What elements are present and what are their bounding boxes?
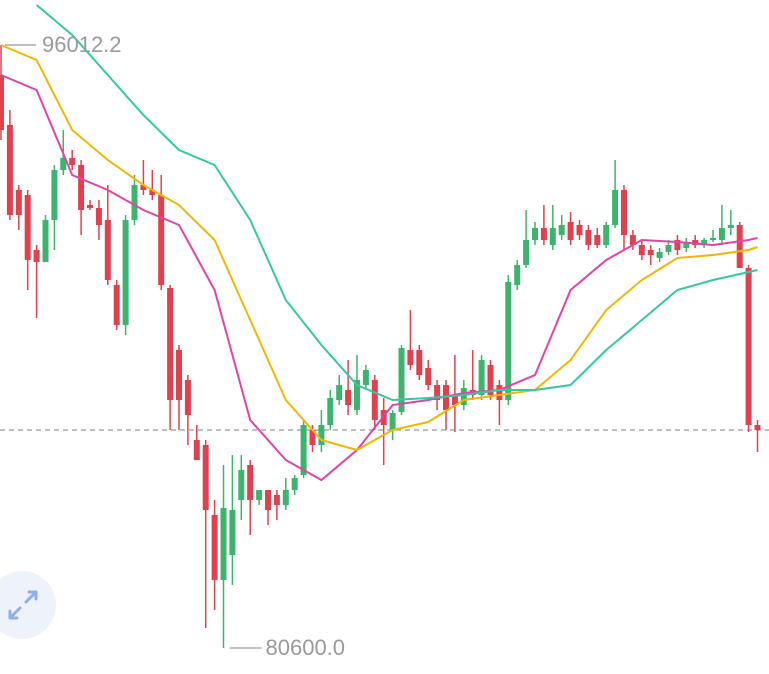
candle-body [665,244,672,253]
candle-body [265,489,271,511]
candle-body [692,239,699,245]
candle-body [300,425,307,476]
candle-body [247,464,254,501]
candle-body [229,510,236,556]
candle-body [51,169,58,220]
candle-body [505,282,512,401]
candle-body [727,225,734,229]
candle-body [371,380,378,421]
candle-body [336,385,343,401]
candle-body [211,514,218,581]
candle-body [140,185,147,190]
candle-body [451,395,458,406]
candle-body [87,205,93,208]
candle-body [327,398,334,426]
candle-body [514,264,521,286]
candle-body [603,225,610,245]
candle-body [345,389,352,406]
candle-body [122,219,129,326]
candle-body [15,189,22,215]
candle-body [718,228,725,240]
candle-body [69,157,76,165]
candle-body [549,228,556,245]
candle-body [594,235,601,245]
candle-body [487,364,494,396]
candle-body [754,425,761,431]
candle-body [6,125,13,215]
candle-body [683,242,690,249]
expand-button-bg[interactable] [0,571,56,639]
candle-body [701,239,708,245]
candle-body [33,250,40,263]
candle-body [104,219,111,281]
candle-body [24,194,31,261]
candle-body [158,194,165,286]
candle-body [220,507,227,581]
candle-body [167,287,174,401]
candle-body [647,250,654,256]
candle-body [638,244,645,256]
candle-body [291,478,298,490]
candle-body [309,430,316,446]
candle-body [149,189,156,195]
candle-body [95,207,102,226]
candle-body [540,228,547,240]
candle-body [425,368,432,386]
candle-body [193,439,200,461]
candle-body [362,370,369,386]
candle-body [113,285,120,326]
candle-body [407,350,414,365]
candle-body [656,252,663,258]
candle-body [621,189,627,236]
ma-line [0,74,758,482]
candle-body [674,239,681,251]
candle-body [745,268,752,426]
ma-line [35,4,758,402]
candle-body [238,470,245,501]
ma-line [0,44,758,452]
candle-body [710,237,716,240]
candle-body [736,225,743,269]
expand-button[interactable] [0,571,56,639]
candle-body [532,228,538,240]
candle-body [318,425,325,446]
candle-body [42,219,49,263]
candle-body [496,385,503,401]
candle-body [273,495,280,506]
max-label: 96012.2 [42,32,122,57]
candle-body [629,235,636,245]
candle-body [0,75,4,131]
candle-body [389,412,396,431]
expand-icon[interactable] [8,590,38,620]
candle-body [60,157,67,170]
candle-body [443,385,449,411]
candle-body [567,221,574,240]
candle-body [256,489,263,501]
candle-body [78,164,85,211]
candle-body [460,387,467,406]
candle-body [558,225,565,236]
candle-body [184,380,191,415]
candle-body [398,348,405,413]
candle-body [478,360,485,396]
candle-body [434,385,441,401]
candle-body [416,350,423,376]
candle-body [612,189,619,226]
candle-body [354,380,360,411]
candle-body [523,239,530,265]
candle-body [282,489,289,506]
candle-body [202,445,209,511]
candle-body [585,230,592,245]
min-label: 80600.0 [266,635,346,660]
candle-body [576,225,583,236]
candle-body [176,350,182,401]
candle-body [131,185,138,220]
